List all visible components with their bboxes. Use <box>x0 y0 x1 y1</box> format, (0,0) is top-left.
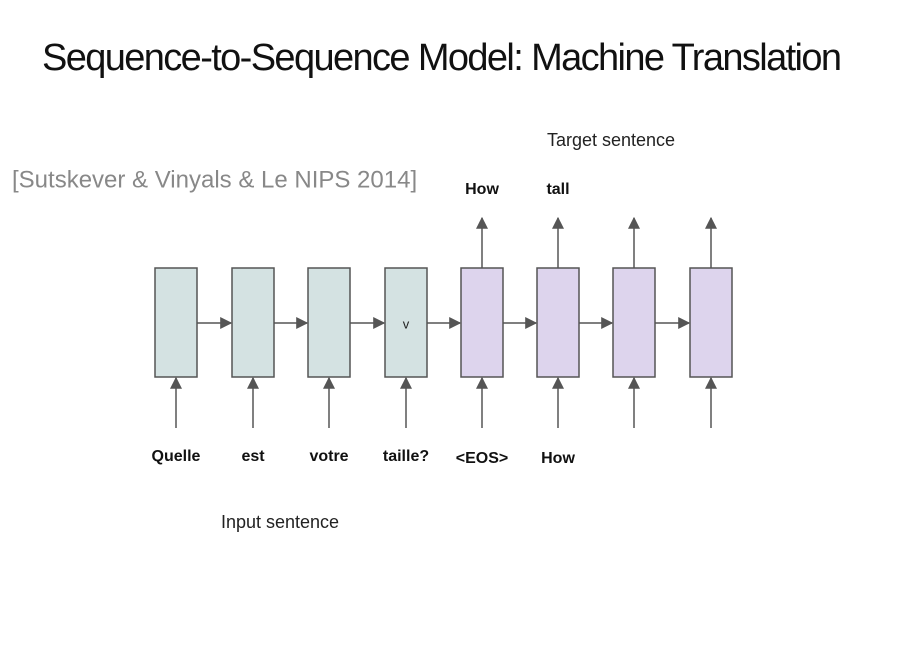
decoder-cell <box>460 267 504 378</box>
input-word: taille? <box>383 448 429 465</box>
decoder-input-word: How <box>541 450 575 467</box>
encoder-cell <box>231 267 275 378</box>
input-word: votre <box>309 448 348 465</box>
citation: [Sutskever & Vinyals & Le NIPS 2014] <box>12 166 417 193</box>
input-word: Quelle <box>152 448 201 465</box>
output-word: tall <box>546 181 569 198</box>
decoder-cell <box>536 267 580 378</box>
rnn-diagram: v Quelle est votre taille? <EOS> How How tall <box>152 181 733 467</box>
input-label: Input sentence <box>221 512 339 532</box>
input-word: est <box>241 448 265 465</box>
decoder-cell <box>689 267 733 378</box>
encoder-cell <box>307 267 351 378</box>
decoder-cell <box>612 267 656 378</box>
output-word: How <box>465 181 499 198</box>
decoder-input-word: <EOS> <box>456 450 508 467</box>
target-label: Target sentence <box>547 130 675 150</box>
context-vector-label: v <box>403 316 410 331</box>
encoder-cell <box>154 267 198 378</box>
slide-title: Sequence-to-Sequence Model: Machine Tran… <box>42 37 842 79</box>
